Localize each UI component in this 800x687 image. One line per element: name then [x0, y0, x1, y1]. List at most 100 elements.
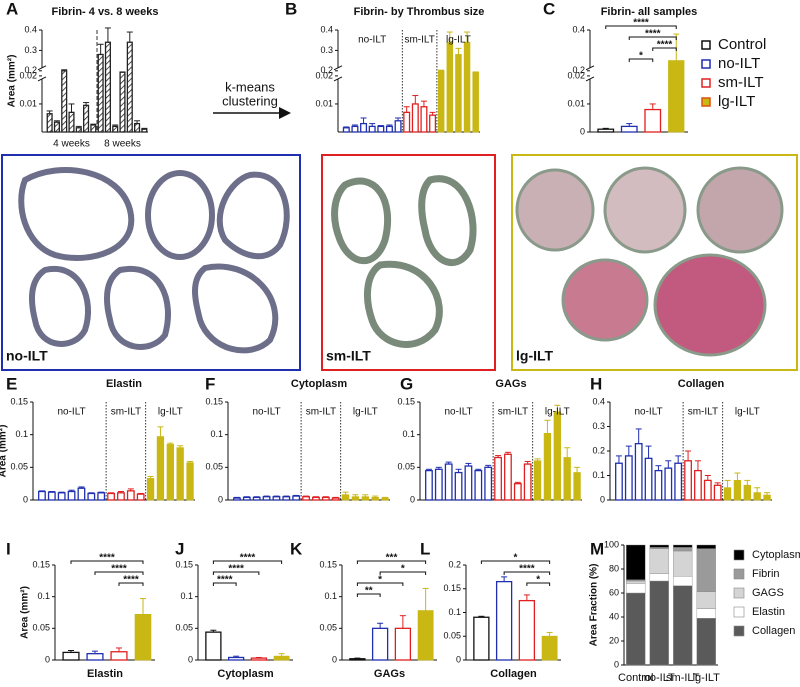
group-label: sm-ILT [326, 348, 371, 364]
y-tick-label: 0 [188, 654, 193, 664]
bar-segment [649, 548, 669, 574]
bar [252, 496, 261, 501]
y-tick-label: 0 [410, 494, 415, 504]
bar [186, 462, 194, 501]
axis-break [37, 65, 47, 71]
significance-label: **** [519, 564, 535, 575]
axis-break [585, 76, 595, 82]
panel-letter: G [400, 374, 413, 393]
bar [455, 54, 462, 133]
y-tick-label: 0.2 [592, 445, 605, 455]
y-tick-label: 0.4 [592, 396, 605, 406]
bar [205, 631, 222, 661]
bar [473, 616, 490, 661]
bar [119, 71, 126, 133]
y-axis-label: Area (mm²) [0, 425, 9, 478]
bar [371, 627, 389, 661]
panel-letter: K [290, 539, 303, 558]
legend-marker [733, 568, 745, 580]
significance-bracket [212, 582, 237, 586]
bar [134, 122, 141, 133]
bar-segment [649, 580, 669, 666]
significance-label: **** [633, 18, 649, 29]
y-tick-label: 0 [45, 654, 50, 664]
bar-segment [696, 544, 716, 549]
series-label: sm-ILT [111, 407, 141, 418]
bar [342, 127, 350, 133]
legend-label: GAGS [752, 587, 784, 599]
bar [242, 496, 251, 501]
bar [110, 651, 128, 661]
bar-segment [626, 580, 646, 584]
significance-label: **** [228, 564, 244, 575]
y-tick-label: 0.1 [15, 429, 28, 439]
y-tick-label: 100 [604, 539, 619, 549]
bar-segment [673, 550, 693, 577]
histology-no-ilt: no-ILT [1, 154, 301, 371]
series-label: lg-ILT [545, 407, 570, 418]
y-tick-label: 40 [609, 611, 619, 621]
y-tick-label: 20 [609, 635, 619, 645]
significance-bracket [379, 571, 427, 575]
x-axis-label: GAGs [374, 668, 405, 680]
bar-segment [673, 544, 693, 548]
bar [694, 469, 702, 501]
series-label: sm-ILT [688, 407, 718, 418]
bar [262, 496, 271, 501]
axis-break [333, 76, 343, 82]
bar [429, 114, 437, 133]
y-tick-label: 0.3 [320, 45, 333, 55]
bar [518, 599, 536, 661]
y-tick-label: 0.15 [175, 559, 193, 569]
bar [394, 120, 402, 133]
bar-segment [696, 548, 716, 592]
bar [543, 432, 552, 501]
y-tick-label: 0.02 [567, 70, 585, 80]
y-tick-label: 0.05 [397, 462, 415, 472]
group-label: 4 weeks [53, 139, 90, 150]
y-tick-label: 0.1 [37, 591, 50, 601]
significance-label: **** [240, 553, 256, 564]
y-tick-label: 0.15 [10, 396, 28, 406]
y-tick-label: 0.15 [443, 583, 461, 593]
y-tick-label: 0.3 [592, 421, 605, 431]
bar [484, 466, 493, 501]
y-tick-label: 0.05 [10, 462, 28, 472]
bar [385, 125, 393, 133]
bar [67, 490, 76, 501]
y-tick-label: 60 [609, 587, 619, 597]
significance-bracket [605, 25, 677, 29]
x-axis-label: Elastin [87, 668, 123, 680]
bar-segment [696, 608, 716, 619]
bar [134, 614, 152, 661]
significance-bracket [212, 571, 260, 575]
bar [668, 60, 685, 133]
significance-label: **** [111, 564, 127, 575]
bar [381, 497, 389, 501]
bar [394, 627, 412, 661]
y-tick-label: 0.1 [324, 591, 337, 601]
bar [112, 125, 119, 133]
y-tick-label: 0.01 [315, 98, 333, 108]
significance-bracket [628, 58, 654, 62]
bar [38, 490, 46, 501]
y-tick-label: 0.2 [572, 65, 585, 75]
y-tick-label: 0 [600, 494, 605, 504]
panel-letter: E [6, 374, 17, 393]
chart-title: Fibrin- all samples [601, 6, 698, 18]
bar [597, 128, 615, 133]
significance-label: **** [99, 553, 115, 564]
significance-label: * [401, 564, 405, 575]
chart-title: GAGs [495, 378, 526, 390]
series-label: no-ILT [634, 407, 662, 418]
series-label: lg-ILT [158, 407, 183, 418]
x-tick-label: no-ILT [644, 672, 675, 684]
bar [292, 495, 301, 501]
bar [674, 462, 683, 501]
y-tick-label: 80 [609, 563, 619, 573]
bar [425, 469, 433, 501]
y-tick-label: 0.05 [319, 623, 337, 633]
bar-segment [649, 573, 669, 582]
panel-letter: F [205, 374, 215, 393]
panel-letter: L [420, 539, 430, 558]
